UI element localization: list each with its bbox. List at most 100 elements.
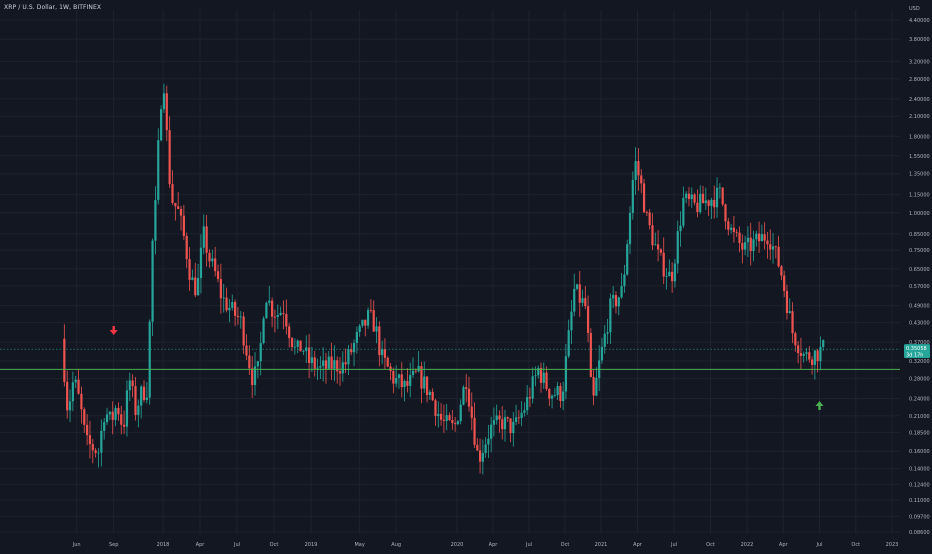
candle — [165, 85, 168, 141]
current-price-value: 0.35058 — [906, 346, 927, 352]
candle — [819, 336, 822, 371]
candle-body — [316, 367, 319, 369]
candle-body — [707, 200, 710, 206]
candle-body — [417, 365, 420, 372]
x-tick-label: Jun — [72, 542, 81, 548]
candle — [437, 401, 440, 428]
candle-body — [749, 237, 752, 252]
candle-body — [305, 347, 308, 352]
candle — [369, 299, 372, 313]
symbol-title: XRP / U.S. Dollar, 1W, BITFINEX — [4, 4, 102, 11]
candle — [735, 229, 738, 237]
candle-body — [137, 405, 140, 415]
candle-body — [378, 326, 381, 356]
candle-body — [738, 232, 741, 243]
candle-body — [545, 372, 548, 390]
candle-body — [802, 353, 805, 356]
candle — [71, 371, 74, 412]
y-tick-label: 0.11000 — [909, 498, 930, 504]
candle — [288, 323, 291, 348]
candle — [330, 342, 333, 380]
candle — [182, 205, 185, 241]
y-tick-label: 0.57000 — [909, 284, 930, 290]
candle-body — [813, 350, 816, 365]
candle — [648, 208, 651, 230]
candle — [589, 328, 592, 378]
candle-body — [492, 420, 496, 425]
candle — [478, 438, 482, 474]
arrow-up-icon — [815, 401, 824, 411]
candle-body — [462, 387, 465, 405]
candle — [273, 309, 277, 333]
candle — [293, 338, 296, 355]
candle-body — [752, 239, 755, 252]
candle-body — [140, 386, 143, 406]
candle — [517, 410, 520, 425]
x-tick-label: Oct — [706, 542, 715, 548]
candle-body — [338, 371, 342, 374]
candle-body — [542, 372, 545, 383]
candle — [137, 399, 140, 428]
candle-body — [623, 274, 626, 287]
x-tick-label: Oct — [270, 542, 279, 548]
candle — [108, 410, 111, 421]
candle-body — [654, 244, 657, 246]
candle — [467, 376, 471, 412]
candle — [578, 270, 581, 317]
candle — [406, 368, 409, 393]
candle-body — [188, 259, 191, 280]
candle — [612, 286, 615, 309]
candle — [514, 404, 518, 426]
candle — [671, 262, 674, 293]
candle — [542, 362, 545, 389]
candle-body — [548, 389, 551, 399]
candle — [225, 287, 228, 313]
candle — [573, 273, 576, 317]
candle — [439, 402, 443, 426]
y-tick-label: 0.24000 — [909, 396, 930, 402]
candle — [562, 382, 565, 411]
candle — [459, 399, 462, 425]
candle-body — [451, 419, 454, 424]
candle-body — [659, 249, 662, 253]
candle — [609, 293, 612, 344]
candle-body — [640, 175, 643, 184]
candle — [454, 417, 457, 432]
candle — [216, 264, 220, 283]
candle-body — [498, 415, 501, 420]
time-axis[interactable]: Jun Sep 2018 Apr Jul Oct 2019 May Aug 2020 Apr Jul O… — [72, 542, 899, 548]
candle-body — [428, 391, 431, 395]
candle — [94, 447, 97, 458]
candle — [341, 351, 344, 382]
candle-body — [816, 350, 819, 362]
y-tick-label: 3.80000 — [909, 37, 930, 43]
candle — [763, 222, 766, 250]
x-tick-label: Aug — [391, 542, 401, 548]
candle-body — [715, 187, 719, 208]
candle-body — [409, 374, 412, 386]
candle — [80, 386, 83, 424]
candle-body — [366, 310, 370, 326]
price-axis[interactable]: USD 4.40000 3.80000 3.20000 2.80000 2.40000 2.… — [909, 6, 930, 536]
candle-body — [656, 244, 660, 250]
candle-body — [358, 325, 361, 332]
candle-body — [763, 234, 766, 241]
candle — [222, 283, 225, 313]
candle-body — [434, 400, 437, 417]
candle-body — [805, 352, 808, 354]
candle-body — [704, 200, 707, 204]
candle-body — [713, 199, 716, 208]
candle-body — [344, 362, 347, 365]
candle-body — [570, 311, 573, 331]
candle — [290, 336, 294, 352]
candle-body — [313, 357, 316, 369]
candle — [91, 438, 94, 464]
candle-body — [389, 366, 392, 372]
candle — [372, 300, 375, 332]
candle-body — [253, 366, 257, 386]
candle-body — [495, 415, 498, 421]
candle — [685, 191, 688, 204]
candle-body — [662, 252, 665, 277]
